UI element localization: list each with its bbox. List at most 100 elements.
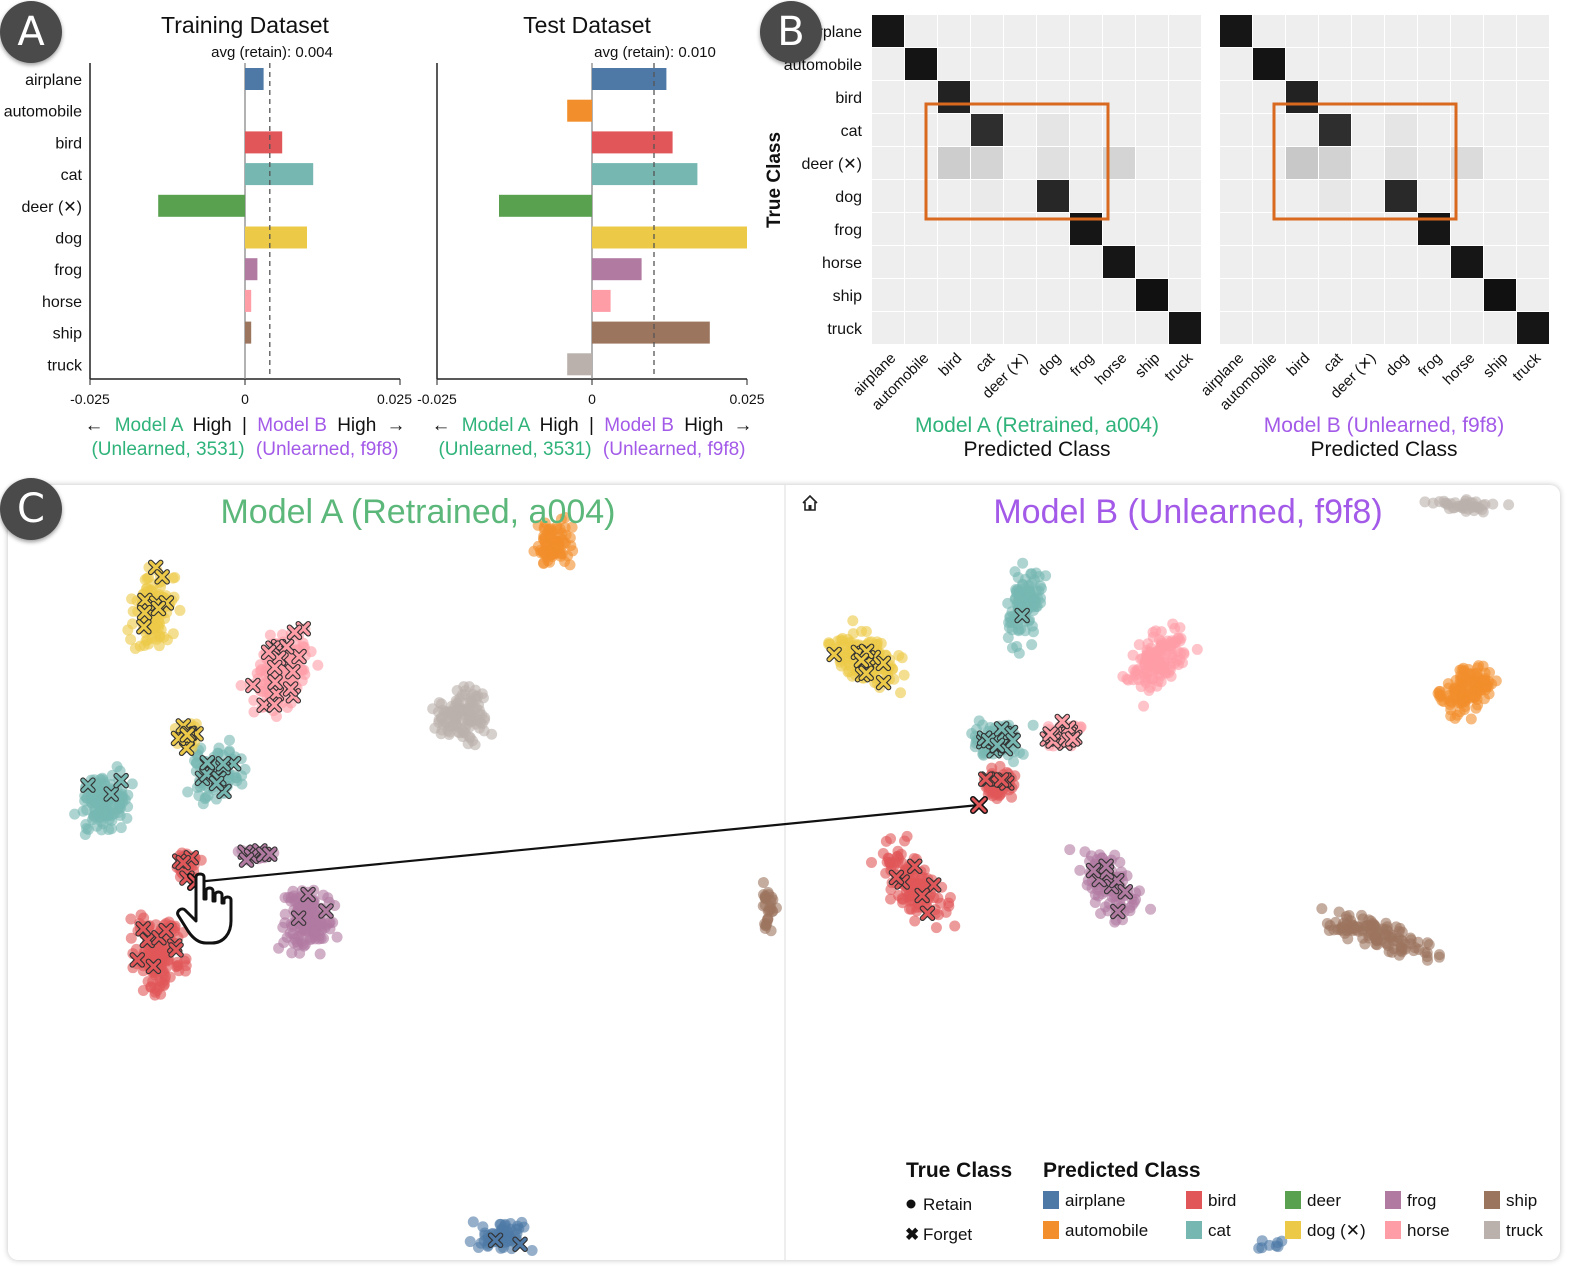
point-retain: [1155, 639, 1167, 651]
heat-cell: [1103, 15, 1135, 47]
point-forget: [300, 886, 316, 903]
point-forget: [977, 771, 994, 787]
point-retain: [1027, 719, 1039, 731]
legend-sub-b-2: (Unlearned, f9f8): [603, 439, 746, 460]
point-retain: [323, 917, 335, 929]
heat-cell: [1220, 114, 1252, 146]
point-retain: [143, 638, 155, 650]
heat-cell: [1004, 279, 1036, 311]
point-retain: [1002, 597, 1014, 609]
heat-cell: [1070, 15, 1102, 47]
heat-cell: [1319, 246, 1351, 278]
point-retain: [1167, 618, 1179, 630]
heat-cell: [1484, 15, 1516, 47]
heat-cell: [1352, 312, 1384, 344]
heat-cell: [938, 48, 970, 80]
heat-cell: [971, 246, 1003, 278]
point-forget: [853, 652, 870, 669]
heat-cell: [872, 48, 904, 80]
heat-cell: [1451, 312, 1483, 344]
legend-swatch: [1186, 1221, 1202, 1239]
heat-cell: [1319, 15, 1351, 47]
heat-cell: [1286, 279, 1318, 311]
bar-cat: [592, 163, 698, 186]
point-retain: [1141, 668, 1153, 680]
point-retain: [1026, 639, 1038, 651]
heat-cell: [1484, 180, 1516, 212]
point-retain: [1075, 721, 1087, 733]
point-retain: [1465, 713, 1477, 725]
heat-cell: [1517, 279, 1549, 311]
heat-cell: [1484, 147, 1516, 179]
point-retain: [446, 706, 458, 718]
heat-cell: [1220, 279, 1252, 311]
point-retain: [1380, 938, 1392, 950]
col-label: truck: [1509, 349, 1544, 384]
point-retain: [1002, 632, 1014, 644]
scatter-title-b: Model B (Unlearned, f9f8): [993, 493, 1382, 531]
point-retain: [314, 948, 326, 960]
point-retain: [1454, 706, 1466, 718]
col-label: cat: [1320, 349, 1347, 376]
heat-cell: [1484, 213, 1516, 245]
point-retain: [908, 871, 920, 883]
point-retain: [125, 913, 137, 925]
point-retain: [1503, 499, 1515, 511]
heat-cell: [1169, 48, 1201, 80]
point-forget: [1014, 607, 1030, 624]
point-forget: [1098, 858, 1114, 875]
point-retain: [757, 877, 769, 889]
legend-predicted-class: Predicted Class: [1043, 1159, 1201, 1182]
heat-cell: [1070, 279, 1102, 311]
point-forget: [286, 624, 303, 640]
point-retain: [888, 673, 900, 685]
point-forget: [136, 604, 153, 621]
point-retain: [122, 801, 134, 813]
point-retain: [1361, 919, 1373, 931]
point-retain: [473, 715, 485, 727]
bar-dog: [592, 226, 747, 249]
link-line: [195, 803, 980, 884]
point-forget: [103, 786, 119, 802]
point-forget: [245, 677, 261, 694]
point-retain: [115, 822, 127, 834]
point-retain: [444, 726, 456, 738]
scatter-model-b[interactable]: [823, 494, 1515, 1254]
home-icon[interactable]: [802, 494, 818, 511]
point-retain: [467, 688, 479, 700]
point-retain: [69, 808, 81, 820]
row-label: ship: [833, 288, 862, 305]
point-retain: [467, 1216, 479, 1228]
point-forget: [278, 639, 295, 655]
forget-marker-icon: ✖: [905, 1225, 919, 1244]
point-retain: [1191, 643, 1203, 655]
heat-cell: [1253, 147, 1285, 179]
point-retain: [1396, 935, 1408, 947]
heat-cell: [971, 180, 1003, 212]
heat-cell: [905, 147, 937, 179]
heat-cell: [1451, 246, 1483, 278]
point-retain: [1409, 942, 1421, 954]
heat-cell: [1169, 180, 1201, 212]
point-retain: [1114, 856, 1126, 868]
heat-cell: [1484, 312, 1516, 344]
point-retain: [909, 915, 921, 927]
point-retain: [555, 513, 567, 525]
point-forget: [512, 1236, 528, 1253]
heat-cell: [1385, 312, 1417, 344]
point-retain: [151, 985, 163, 997]
heat-cell: [1220, 48, 1252, 80]
point-retain: [1109, 916, 1121, 928]
scatter-model-a[interactable]: [69, 511, 782, 1257]
heat-cell: [905, 279, 937, 311]
legend-model-a: Model A: [115, 415, 184, 436]
heat-cell: [1286, 180, 1318, 212]
point-forget: [826, 646, 842, 663]
heat-cell: [938, 180, 970, 212]
selected-forget-point[interactable]: [970, 796, 988, 814]
point-retain: [1011, 641, 1023, 653]
category-label: bird: [55, 135, 82, 152]
point-forget: [907, 858, 923, 874]
point-retain: [135, 909, 147, 921]
